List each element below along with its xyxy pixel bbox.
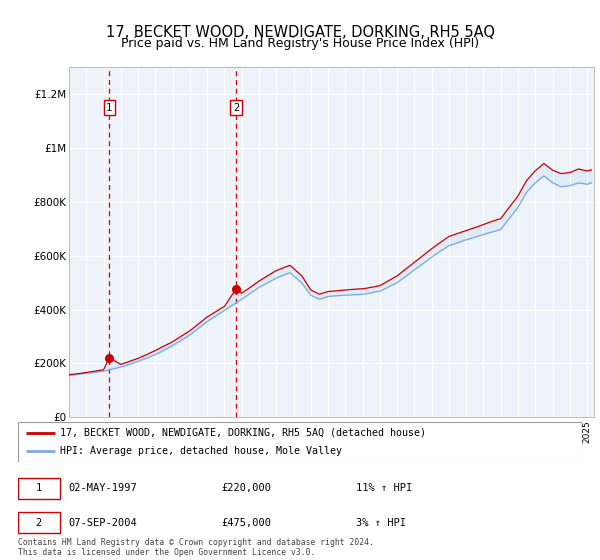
Text: HPI: Average price, detached house, Mole Valley: HPI: Average price, detached house, Mole… <box>60 446 342 456</box>
Text: £220,000: £220,000 <box>221 483 271 493</box>
Text: 2: 2 <box>233 102 239 113</box>
Text: 11% ↑ HPI: 11% ↑ HPI <box>356 483 413 493</box>
Text: £475,000: £475,000 <box>221 517 271 528</box>
Text: Contains HM Land Registry data © Crown copyright and database right 2024.
This d: Contains HM Land Registry data © Crown c… <box>18 538 374 557</box>
Text: 07-SEP-2004: 07-SEP-2004 <box>69 517 137 528</box>
FancyBboxPatch shape <box>18 512 60 533</box>
Text: 17, BECKET WOOD, NEWDIGATE, DORKING, RH5 5AQ (detached house): 17, BECKET WOOD, NEWDIGATE, DORKING, RH5… <box>60 428 426 437</box>
Text: 3% ↑ HPI: 3% ↑ HPI <box>356 517 406 528</box>
Text: 17, BECKET WOOD, NEWDIGATE, DORKING, RH5 5AQ: 17, BECKET WOOD, NEWDIGATE, DORKING, RH5… <box>106 25 494 40</box>
Text: 02-MAY-1997: 02-MAY-1997 <box>69 483 137 493</box>
Text: 1: 1 <box>36 483 42 493</box>
Text: 2: 2 <box>36 517 42 528</box>
Text: 1: 1 <box>106 102 112 113</box>
FancyBboxPatch shape <box>18 478 60 498</box>
Text: Price paid vs. HM Land Registry's House Price Index (HPI): Price paid vs. HM Land Registry's House … <box>121 37 479 50</box>
